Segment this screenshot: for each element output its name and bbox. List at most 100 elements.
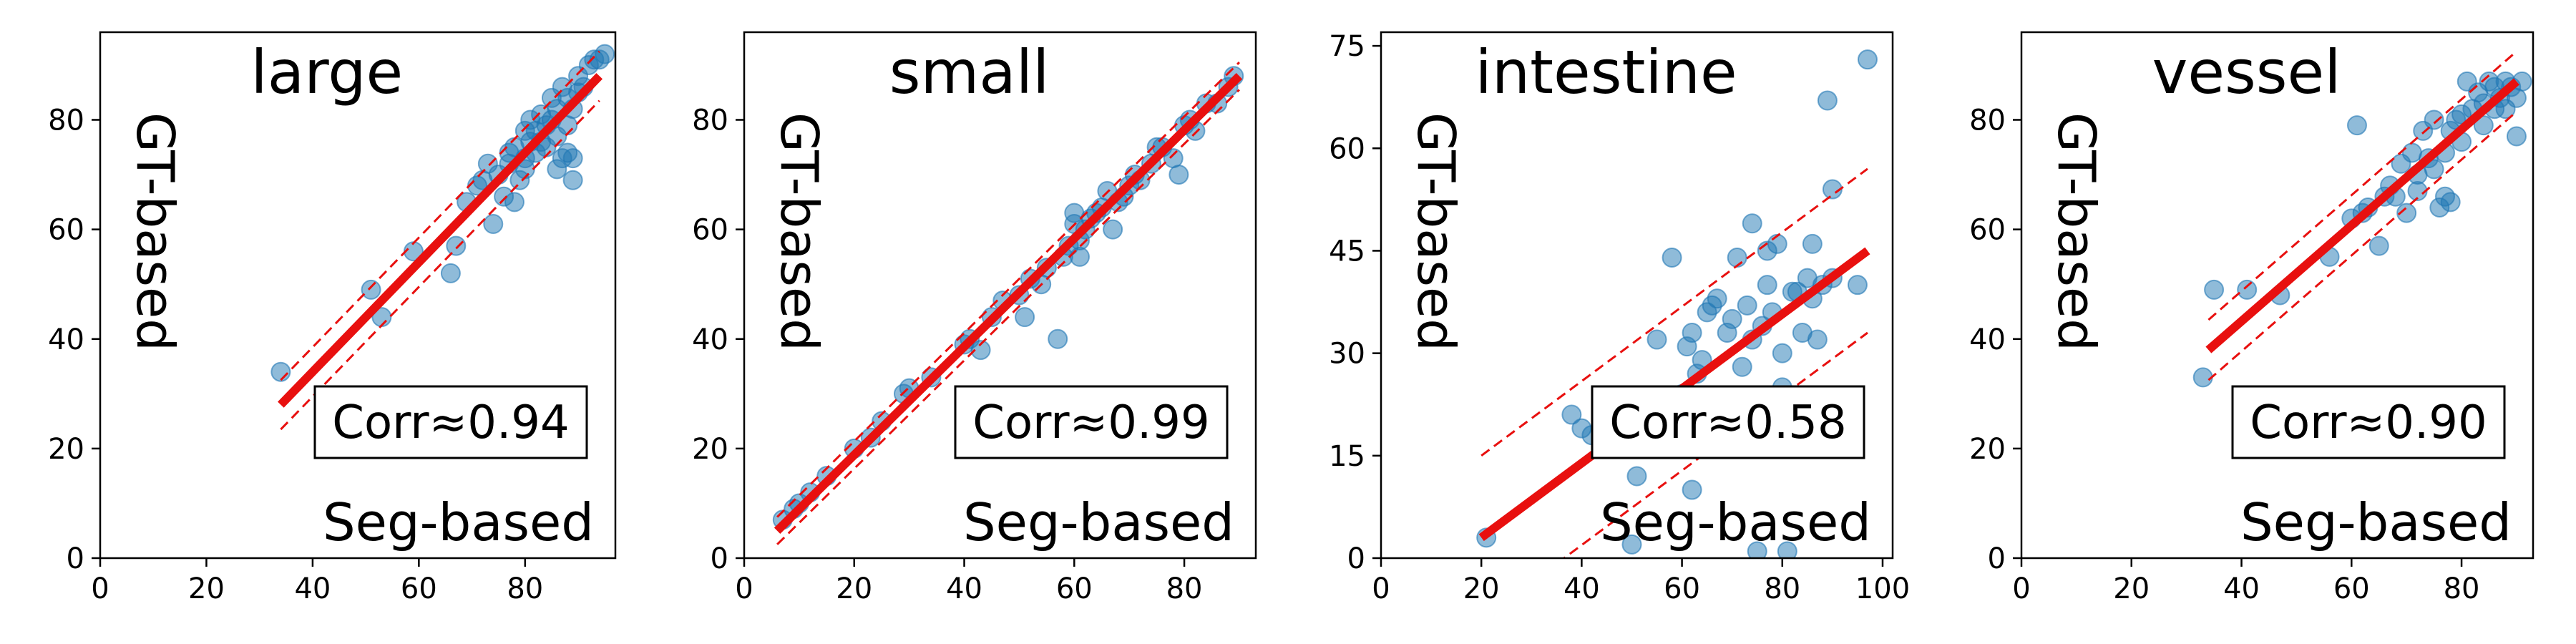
scatter-point [2424, 109, 2444, 130]
x-tick-label: 40 [294, 572, 331, 605]
y-tick-label: 20 [48, 433, 84, 466]
scatter-point [2473, 115, 2494, 136]
x-tick-label: 60 [1664, 572, 1700, 605]
x-axis-label: Seg-based [323, 492, 594, 552]
y-tick-label: 0 [1347, 542, 1365, 575]
correlation-box [2231, 385, 2506, 459]
confidence-band-line [2207, 110, 2517, 381]
y-tick-label: 0 [711, 542, 728, 575]
chart-title: small [889, 37, 1050, 107]
x-tick-label: 0 [91, 572, 109, 605]
scatter-point [1069, 246, 1090, 267]
scatter-point [595, 44, 615, 64]
scatter-point [1103, 219, 1123, 240]
plot-frame [99, 31, 617, 560]
x-tick-label: 20 [2113, 572, 2150, 605]
plot-frame [2020, 31, 2534, 560]
scatter-point [361, 279, 381, 300]
y-tick-label: 60 [692, 214, 728, 247]
confidence-band-line [1480, 167, 1868, 457]
chart-panel-intestine: 0 20 40 60 80 100 0 15 30 45 60 75 intestineGT-based… [1329, 30, 1910, 605]
scatter-point [2192, 367, 2213, 388]
correlation-label: Corr≈0.58 [1609, 396, 1846, 449]
regression-line [278, 73, 603, 408]
scatter-point [1561, 404, 1582, 425]
scatter-point [1626, 466, 1647, 487]
y-axis-label: GT-based [1406, 112, 1466, 351]
scatter-point [1621, 534, 1642, 555]
scatter-point [504, 192, 525, 213]
scatter-point [1777, 541, 1797, 558]
correlation-label: Corr≈0.90 [2250, 396, 2487, 449]
scatter-point [2506, 126, 2527, 147]
scatter-point [1732, 356, 1752, 377]
x-tick-label: 20 [836, 572, 872, 605]
y-tick-label: 80 [692, 104, 728, 137]
x-tick-label: 40 [2223, 572, 2260, 605]
scatter-point [1772, 343, 1792, 364]
y-axis-label: GT-based [769, 112, 829, 351]
x-tick-label: 100 [1855, 572, 1910, 605]
scatter-point [1727, 248, 1747, 268]
correlation-label: Corr≈0.94 [332, 396, 569, 449]
plot-frame [743, 31, 1257, 560]
y-tick-label: 80 [1969, 104, 2006, 137]
y-tick-label: 15 [1329, 440, 1365, 473]
y-tick-label: 0 [1988, 542, 2006, 575]
scatter-point [2396, 203, 2417, 223]
confidence-band-line [280, 99, 600, 431]
scatter-point [2424, 159, 2444, 180]
x-tick-label: 0 [2012, 572, 2030, 605]
scatter-point [1169, 165, 1189, 185]
correlation-box [954, 385, 1229, 459]
confidence-band-line [2207, 50, 2517, 321]
scatter-point [1015, 307, 1035, 328]
y-tick-label: 40 [48, 323, 84, 356]
scatter-point [440, 263, 461, 283]
x-axis-label: Seg-based [963, 492, 1234, 552]
scatter-point [514, 120, 535, 141]
scatter-point [1737, 295, 1757, 316]
x-tick-label: 80 [507, 572, 543, 605]
chart-panel-small: 0 20 40 60 80 0 20 40 60 80 small GT-based Seg-based… [692, 31, 1257, 605]
correlation-box [313, 385, 588, 459]
scatter-point [1682, 479, 1702, 500]
x-tick-label: 80 [1764, 572, 1800, 605]
y-tick-label: 60 [48, 214, 84, 247]
chart-title: large [250, 37, 403, 107]
scatter-point [1742, 213, 1762, 234]
confidence-band-line [1562, 331, 1868, 558]
y-tick-label: 45 [1329, 235, 1365, 268]
scatter-point [1707, 288, 1727, 309]
scatter-point [2368, 235, 2389, 256]
x-tick-label: 0 [1372, 572, 1390, 605]
x-tick-label: 20 [1463, 572, 1500, 605]
scatter-point [1857, 49, 1878, 70]
correlation-box [1591, 385, 1865, 459]
x-tick-label: 0 [735, 572, 753, 605]
chart-title: intestine [1475, 37, 1737, 107]
y-tick-label: 60 [1329, 132, 1365, 165]
scatter-point [1767, 233, 1787, 254]
scatter-point [446, 235, 467, 256]
x-tick-label: 80 [1166, 572, 1203, 605]
y-tick-label: 75 [1329, 30, 1365, 63]
x-axis-label: Seg-based [1600, 492, 1871, 552]
scatter-point [1802, 233, 1823, 254]
scatter-point [1817, 90, 1838, 111]
x-tick-label: 40 [1563, 572, 1600, 605]
plot-frame [1380, 31, 1894, 560]
y-axis-label: GT-based [2046, 112, 2107, 351]
confidence-band-line [280, 50, 600, 381]
y-tick-label: 80 [48, 104, 84, 137]
regression-line [2205, 78, 2519, 353]
x-axis-label: Seg-based [2240, 492, 2512, 552]
x-tick-label: 40 [946, 572, 982, 605]
chart-title: vessel [2152, 37, 2341, 107]
scatter-point [557, 142, 578, 163]
regression-line [774, 72, 1243, 534]
scatter-point [483, 213, 504, 234]
chart-panel-vessel: 0 20 40 60 80 0 20 40 60 80 vessel GT-based Seg-base… [1969, 31, 2534, 605]
confidence-band-line [776, 89, 1240, 545]
